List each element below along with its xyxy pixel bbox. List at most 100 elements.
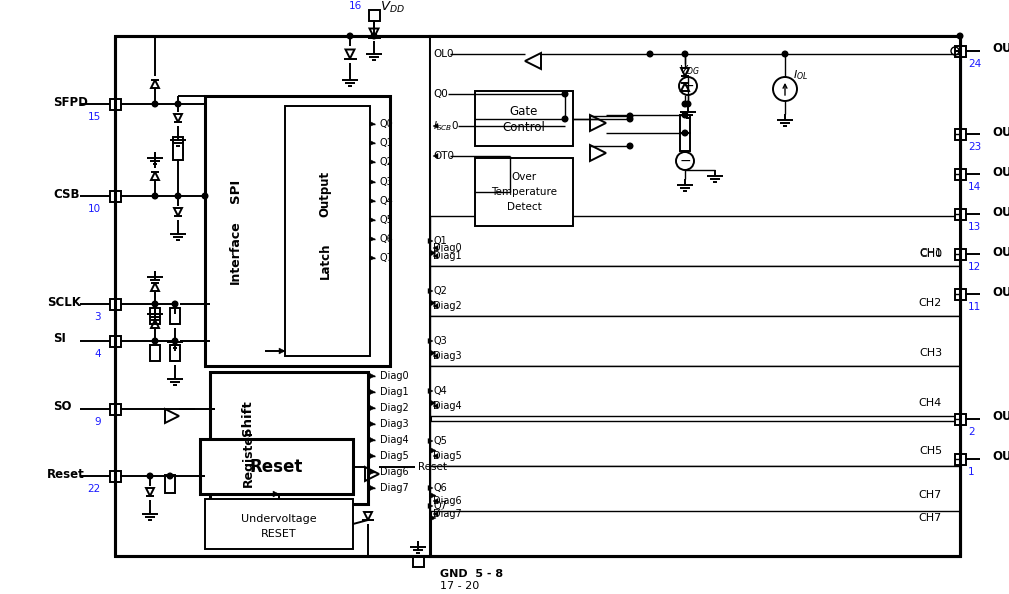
Text: CH7: CH7 (919, 513, 942, 523)
Text: $V_{DG}$: $V_{DG}$ (679, 63, 700, 77)
Circle shape (647, 51, 653, 57)
Text: Q2: Q2 (380, 157, 394, 167)
Circle shape (782, 51, 788, 57)
Circle shape (152, 193, 157, 199)
Bar (170, 345, 180, 361)
Text: Control: Control (502, 121, 546, 134)
Text: OUT0: OUT0 (992, 43, 1009, 55)
Circle shape (176, 193, 181, 199)
Bar (430, 316, 960, 366)
Circle shape (173, 301, 178, 307)
Text: 1: 1 (968, 467, 975, 477)
Bar (955, 208, 966, 220)
Bar (430, 366, 960, 416)
Text: 23: 23 (968, 142, 981, 152)
Circle shape (628, 143, 633, 149)
Bar (173, 137, 183, 155)
Polygon shape (428, 438, 433, 444)
Polygon shape (430, 515, 436, 521)
Text: Q0: Q0 (433, 89, 448, 99)
Bar (680, 115, 690, 133)
Circle shape (682, 130, 688, 136)
Bar (955, 289, 966, 299)
Text: Temperature: Temperature (491, 187, 557, 197)
Text: Q5: Q5 (433, 436, 447, 446)
Circle shape (562, 91, 568, 97)
Text: CSB: CSB (53, 188, 80, 201)
Circle shape (371, 33, 376, 39)
Text: OUT2: OUT2 (992, 166, 1009, 179)
Bar (430, 36, 960, 266)
Text: Q4: Q4 (380, 196, 394, 206)
Polygon shape (428, 339, 433, 343)
Polygon shape (370, 406, 375, 410)
Bar (680, 133, 690, 151)
Polygon shape (370, 485, 375, 491)
Circle shape (628, 113, 633, 119)
Bar (165, 475, 175, 493)
Bar (430, 466, 960, 511)
Text: CH1: CH1 (919, 248, 942, 258)
Text: GND  5 - 8: GND 5 - 8 (440, 569, 503, 579)
Text: OL0: OL0 (433, 49, 453, 59)
Text: −: − (679, 154, 691, 168)
Polygon shape (370, 374, 375, 378)
Bar (955, 169, 966, 179)
Circle shape (628, 116, 633, 122)
Bar (150, 308, 160, 324)
Text: Q1: Q1 (433, 236, 447, 246)
Text: Q3: Q3 (433, 336, 447, 346)
Bar (205, 499, 353, 549)
Text: 14: 14 (968, 182, 981, 192)
Circle shape (167, 473, 173, 479)
Bar (430, 421, 960, 466)
Text: 17 - 20: 17 - 20 (440, 581, 479, 591)
Text: Diag6: Diag6 (433, 496, 462, 506)
Bar (205, 96, 390, 366)
Text: Diag7: Diag7 (433, 509, 462, 519)
Text: Q1: Q1 (380, 138, 394, 148)
Polygon shape (430, 300, 436, 306)
Polygon shape (370, 217, 375, 223)
Bar (170, 308, 180, 324)
Text: CH0: CH0 (919, 249, 942, 259)
Bar (368, 10, 379, 21)
Text: CH5: CH5 (919, 446, 942, 456)
Text: OUT6: OUT6 (992, 410, 1009, 424)
Text: −: − (682, 79, 694, 93)
Text: Diag0: Diag0 (433, 243, 462, 253)
Polygon shape (430, 250, 436, 256)
Text: 10: 10 (88, 204, 101, 214)
Bar (110, 470, 120, 482)
Text: Latch: Latch (319, 243, 332, 279)
Text: Q7: Q7 (380, 253, 394, 263)
Bar (110, 403, 120, 415)
Polygon shape (433, 153, 438, 159)
Bar (200, 439, 353, 494)
Text: Reset: Reset (249, 458, 303, 476)
Text: Diag4: Diag4 (433, 401, 462, 411)
Text: RESET: RESET (261, 529, 297, 539)
Text: OUT4: OUT4 (992, 245, 1009, 258)
Polygon shape (433, 124, 438, 128)
Polygon shape (433, 304, 438, 308)
Bar (173, 140, 183, 160)
Circle shape (682, 112, 688, 118)
Text: 24: 24 (968, 59, 981, 69)
Text: $I_{SCB}$0: $I_{SCB}$0 (433, 119, 459, 133)
Text: Diag2: Diag2 (433, 301, 462, 311)
Text: 22: 22 (88, 484, 101, 494)
Text: Q6: Q6 (433, 483, 447, 493)
Polygon shape (433, 245, 438, 251)
Text: 9: 9 (95, 417, 101, 427)
Polygon shape (279, 348, 285, 354)
Circle shape (562, 116, 568, 122)
Polygon shape (433, 353, 438, 359)
Polygon shape (428, 388, 433, 393)
Text: Q3: Q3 (380, 177, 394, 187)
Text: 4: 4 (95, 349, 101, 359)
Text: Register: Register (241, 428, 254, 487)
Text: Q0: Q0 (380, 119, 394, 129)
Text: Diag7: Diag7 (380, 483, 409, 493)
Bar (150, 345, 160, 361)
